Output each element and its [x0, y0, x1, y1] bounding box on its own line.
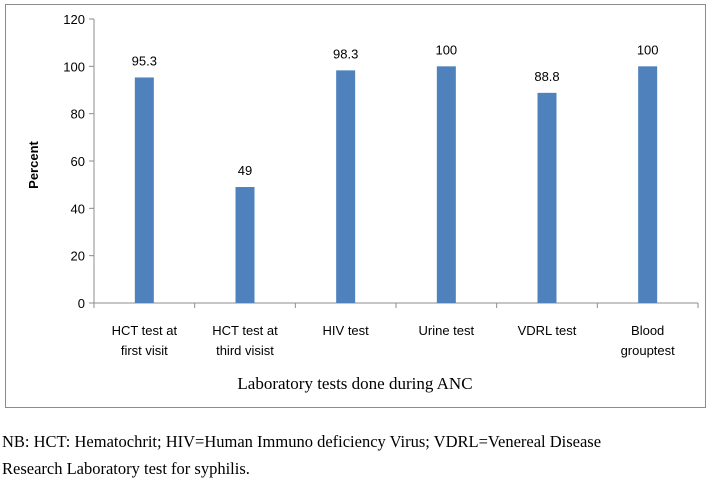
category-labels: HCT test at first visit HCT test at third v… — [112, 323, 676, 358]
y-tick-label: 120 — [63, 12, 85, 27]
category-label: HCT test at — [112, 323, 178, 338]
category-label: third visist — [216, 343, 274, 358]
y-tick-label: 0 — [78, 296, 85, 311]
bar — [537, 92, 557, 303]
category-label: HCT test at — [212, 323, 278, 338]
footnote-line-1: NB: HCT: Hematochrit; HIV=Human Immuno d… — [2, 432, 602, 451]
data-label: 100 — [435, 42, 457, 57]
category-label: Urine test — [419, 323, 475, 338]
bar — [235, 187, 255, 303]
category-label: grouptest — [621, 343, 676, 358]
y-tick-label: 80 — [71, 107, 85, 122]
data-label: 100 — [637, 42, 659, 57]
category-label: HIV test — [323, 323, 370, 338]
data-label: 88.8 — [534, 69, 559, 84]
footnote: NB: HCT: Hematochrit; HIV=Human Immuno d… — [2, 428, 710, 482]
y-tick-label: 40 — [71, 201, 85, 216]
y-tick-label: 20 — [71, 249, 85, 264]
bar — [134, 77, 154, 303]
axes — [89, 18, 699, 308]
bars — [134, 66, 658, 304]
y-tick-label: 100 — [63, 59, 85, 74]
y-tick-label: 60 — [71, 154, 85, 169]
data-label: 95.3 — [132, 53, 157, 68]
y-axis-label: Percent — [26, 140, 41, 188]
footnote-line-2: Research Laboratory test for syphilis. — [2, 459, 250, 478]
data-labels: 95.3 49 98.3 100 88.8 100 — [132, 42, 659, 178]
category-label: first visit — [121, 343, 168, 358]
chart-frame: 0 20 40 60 80 100 120 95.3 49 98.3 100 88.8 100 HCT… — [5, 4, 706, 408]
data-label: 98.3 — [333, 46, 358, 61]
category-label: VDRL test — [518, 323, 577, 338]
x-axis-label: Laboratory tests done during ANC — [237, 374, 472, 393]
category-label: Blood — [631, 323, 664, 338]
bar — [336, 70, 356, 304]
bar — [638, 66, 658, 303]
data-label: 49 — [238, 163, 252, 178]
bar — [436, 66, 456, 303]
bar-chart: 0 20 40 60 80 100 120 95.3 49 98.3 100 88.8 100 HCT… — [26, 12, 699, 393]
y-tick-labels: 0 20 40 60 80 100 120 — [63, 12, 85, 311]
